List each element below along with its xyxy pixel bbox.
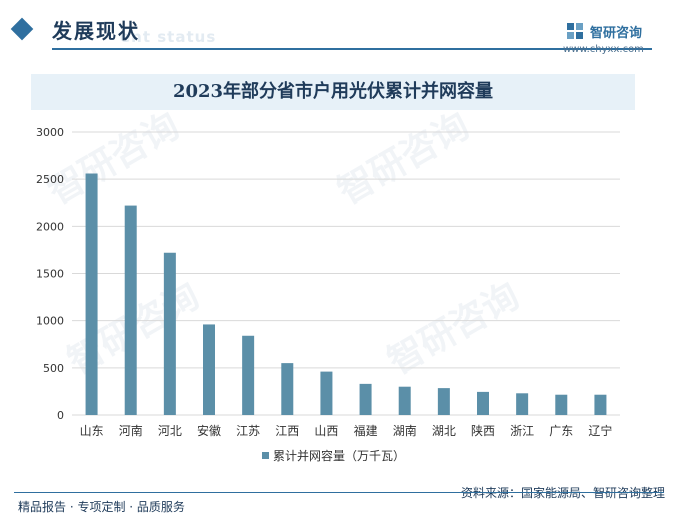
x-tick-label: 辽宁 — [588, 423, 612, 438]
page-title: 发展现状 — [52, 19, 140, 43]
legend-label: 累计并网容量（万千瓦） — [273, 448, 405, 463]
footer-rule — [14, 492, 664, 493]
y-tick-label: 3000 — [36, 126, 64, 139]
bar — [359, 383, 372, 415]
x-tick-label: 福建 — [354, 423, 378, 438]
bar — [85, 173, 98, 415]
x-tick-label: 河北 — [158, 424, 182, 438]
y-tick-label: 0 — [57, 409, 64, 422]
x-tick-label: 广东 — [549, 424, 573, 438]
bar — [281, 363, 294, 415]
x-tick-label: 湖北 — [432, 423, 456, 438]
legend-swatch — [262, 452, 269, 459]
brand-url: www.chyxx.com — [563, 44, 644, 55]
x-tick-label: 浙江 — [510, 424, 534, 438]
y-tick-label: 2000 — [36, 220, 64, 233]
bar — [398, 386, 411, 415]
bar — [477, 391, 489, 415]
x-tick-label: 湖南 — [393, 423, 417, 438]
y-tick-label: 2500 — [36, 173, 64, 186]
x-tick-label: 山东 — [80, 424, 104, 438]
source-note: 资料来源：国家能源局、智研咨询整理 — [460, 486, 665, 500]
chart-title-band — [31, 74, 635, 110]
bar — [320, 371, 333, 415]
x-tick-label: 陕西 — [471, 423, 495, 438]
x-tick-label: 山西 — [314, 424, 338, 438]
bar — [555, 394, 568, 415]
x-tick-label: 江西 — [275, 424, 299, 438]
x-tick-label: 江苏 — [236, 424, 260, 438]
chyxx-logo-icon — [567, 23, 583, 39]
bar — [242, 335, 255, 415]
chart-title: 2023年部分省市户用光伏累计并网容量 — [172, 81, 494, 102]
header-subtitle: ent status — [120, 28, 217, 46]
bar — [437, 388, 450, 415]
bar — [203, 324, 215, 415]
bar — [516, 393, 529, 415]
bar — [163, 252, 176, 415]
header-rule — [52, 48, 652, 50]
brand-name: 智研咨询 — [590, 26, 643, 41]
y-tick-label: 1500 — [36, 268, 64, 281]
footer-slogan: 精品报告 · 专项定制 · 品质服务 — [18, 500, 185, 514]
x-tick-label: 安徽 — [197, 423, 221, 438]
y-tick-label: 1000 — [36, 315, 64, 328]
y-tick-label: 500 — [43, 362, 64, 375]
x-tick-label: 河南 — [119, 423, 143, 438]
bar — [594, 394, 607, 415]
bar — [124, 205, 137, 415]
